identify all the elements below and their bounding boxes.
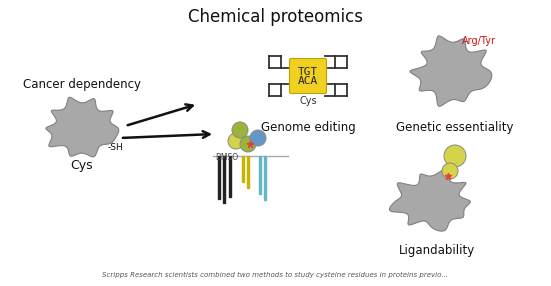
Bar xyxy=(218,156,220,199)
Text: ACA: ACA xyxy=(298,76,318,86)
Text: TGT: TGT xyxy=(298,67,318,77)
Text: Genetic essentiality: Genetic essentiality xyxy=(396,121,514,134)
Circle shape xyxy=(240,136,256,152)
Circle shape xyxy=(250,130,266,146)
Text: Arg/Tyr: Arg/Tyr xyxy=(462,36,496,46)
Text: Scripps Research scientists combined two methods to study cysteine residues in p: Scripps Research scientists combined two… xyxy=(102,272,448,278)
Text: Cancer dependency: Cancer dependency xyxy=(23,78,141,91)
Circle shape xyxy=(228,133,244,149)
Text: Ligandability: Ligandability xyxy=(399,244,475,257)
FancyBboxPatch shape xyxy=(289,59,327,94)
Bar xyxy=(247,156,249,188)
Polygon shape xyxy=(410,36,492,106)
Polygon shape xyxy=(390,169,471,231)
Text: -SH: -SH xyxy=(108,142,124,152)
Text: Cys: Cys xyxy=(299,96,317,106)
Circle shape xyxy=(442,163,458,179)
Text: Genome editing: Genome editing xyxy=(261,121,355,134)
Bar xyxy=(229,156,231,197)
Bar xyxy=(264,156,266,200)
Text: Chemical proteomics: Chemical proteomics xyxy=(187,8,363,26)
Circle shape xyxy=(232,122,248,138)
Text: DMSO: DMSO xyxy=(215,153,238,162)
Polygon shape xyxy=(46,97,119,157)
Circle shape xyxy=(444,145,466,167)
Text: Cys: Cys xyxy=(71,159,93,172)
Bar xyxy=(223,156,225,203)
Bar xyxy=(259,156,261,194)
Bar xyxy=(242,156,244,182)
